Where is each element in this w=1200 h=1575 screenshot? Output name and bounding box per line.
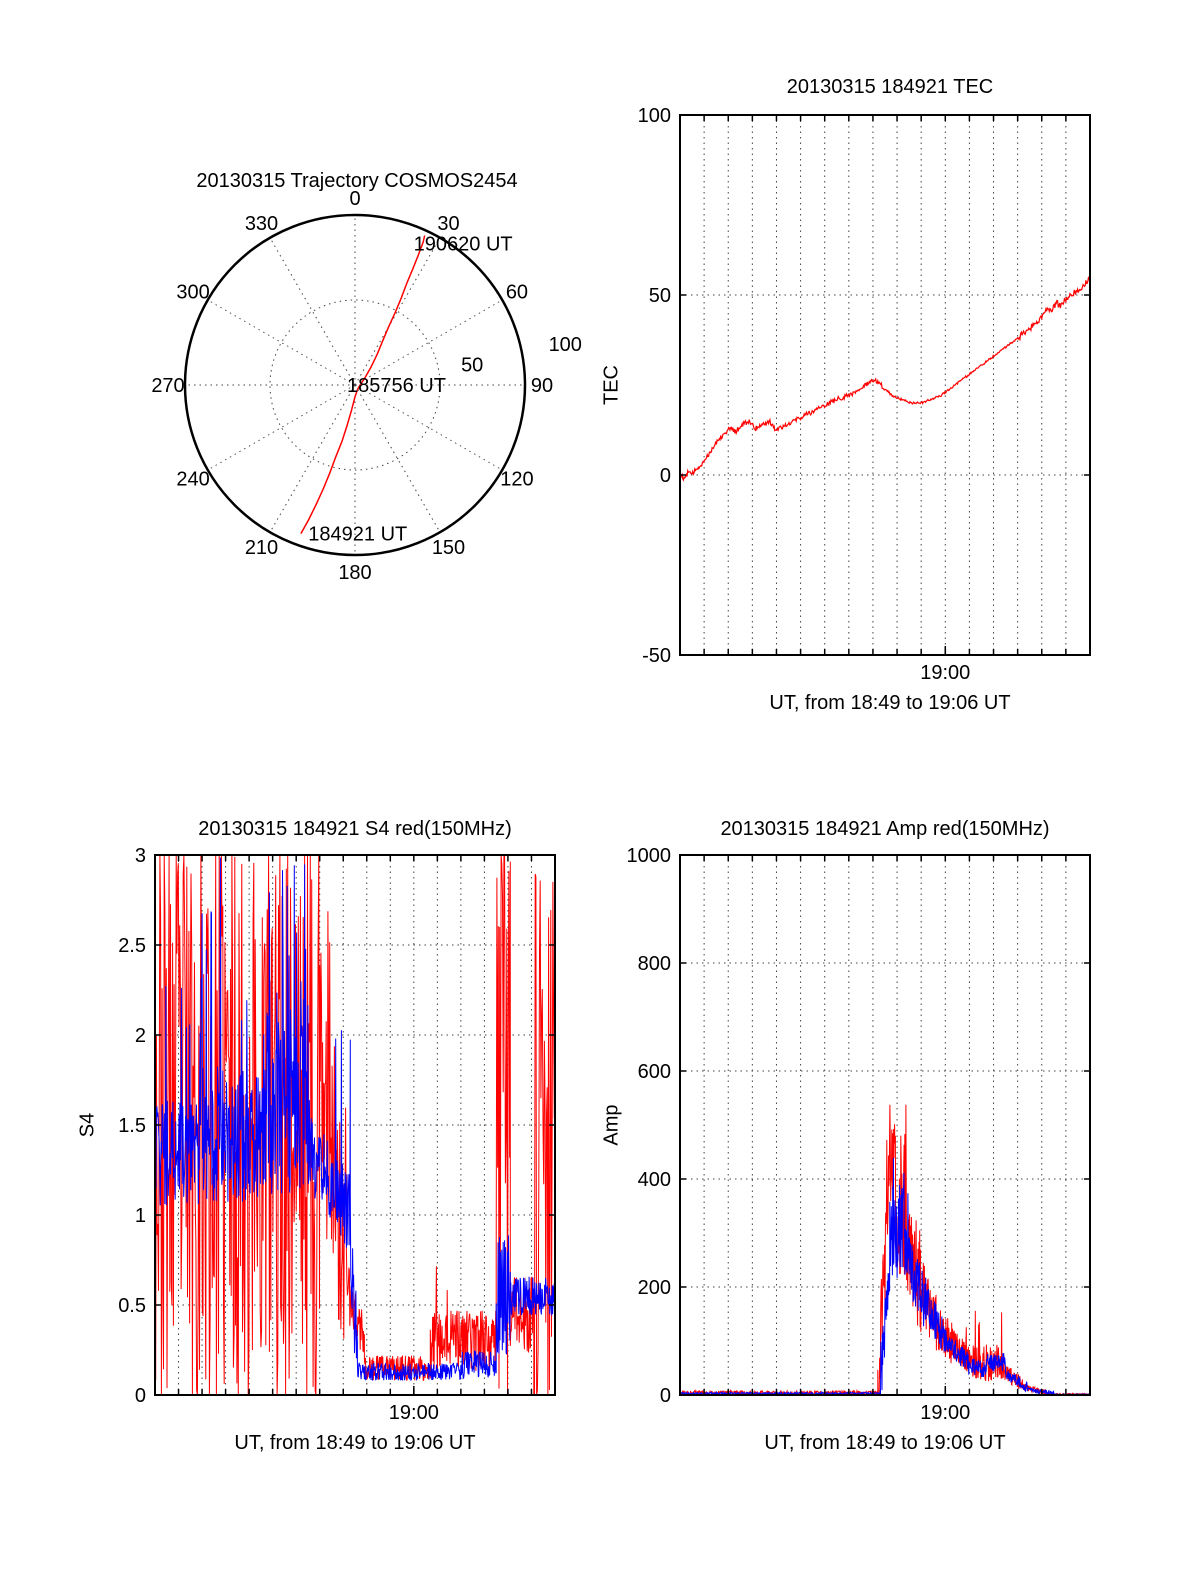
svg-text:185756 UT: 185756 UT [347, 375, 446, 397]
svg-text:0: 0 [660, 465, 671, 487]
amp-xaxis-label: UT, from 18:49 to 19:06 UT [764, 1432, 1006, 1454]
svg-text:19:00: 19:00 [920, 662, 970, 684]
trajectory-title: 20130315 Trajectory COSMOS2454 [196, 170, 518, 192]
svg-text:-50: -50 [642, 645, 671, 667]
amp-yaxis-label: Amp [600, 1104, 623, 1146]
svg-text:1.5: 1.5 [118, 1115, 146, 1137]
svg-text:1000: 1000 [627, 845, 672, 867]
svg-text:330: 330 [245, 213, 278, 235]
s4-yaxis-label: S4 [76, 1112, 99, 1138]
tec-title: 20130315 184921 TEC [786, 76, 994, 98]
s4-xaxis-label: UT, from 18:49 to 19:06 UT [234, 1432, 476, 1454]
svg-text:3: 3 [135, 845, 146, 867]
svg-text:240: 240 [176, 469, 209, 491]
svg-text:2.5: 2.5 [118, 935, 146, 957]
svg-text:30: 30 [437, 213, 459, 235]
svg-text:19:00: 19:00 [920, 1402, 970, 1424]
svg-text:0: 0 [660, 1385, 671, 1407]
svg-text:0.5: 0.5 [118, 1295, 146, 1317]
svg-text:150: 150 [432, 537, 465, 559]
svg-text:0: 0 [349, 188, 360, 210]
svg-text:180: 180 [338, 562, 371, 584]
svg-text:200: 200 [638, 1277, 671, 1299]
tec-yaxis-label: TEC [600, 365, 623, 405]
svg-text:60: 60 [506, 282, 528, 304]
svg-text:50: 50 [461, 354, 483, 376]
svg-text:270: 270 [151, 375, 184, 397]
svg-text:190620 UT: 190620 UT [414, 233, 513, 255]
svg-text:1: 1 [135, 1205, 146, 1227]
svg-text:600: 600 [638, 1061, 671, 1083]
svg-text:800: 800 [638, 953, 671, 975]
tec-xaxis-label: UT, from 18:49 to 19:06 UT [769, 692, 1011, 714]
svg-text:50: 50 [649, 285, 671, 307]
svg-text:0: 0 [135, 1385, 146, 1407]
svg-text:120: 120 [500, 469, 533, 491]
svg-text:184921 UT: 184921 UT [308, 523, 407, 545]
svg-text:210: 210 [245, 537, 278, 559]
s4-title: 20130315 184921 S4 red(150MHz) [198, 818, 512, 840]
svg-text:300: 300 [176, 282, 209, 304]
amp-title: 20130315 184921 Amp red(150MHz) [720, 818, 1050, 840]
svg-text:90: 90 [531, 375, 553, 397]
svg-text:19:00: 19:00 [389, 1402, 439, 1424]
svg-text:2: 2 [135, 1025, 146, 1047]
svg-text:100: 100 [638, 105, 671, 127]
svg-text:400: 400 [638, 1169, 671, 1191]
svg-text:100: 100 [549, 334, 582, 356]
